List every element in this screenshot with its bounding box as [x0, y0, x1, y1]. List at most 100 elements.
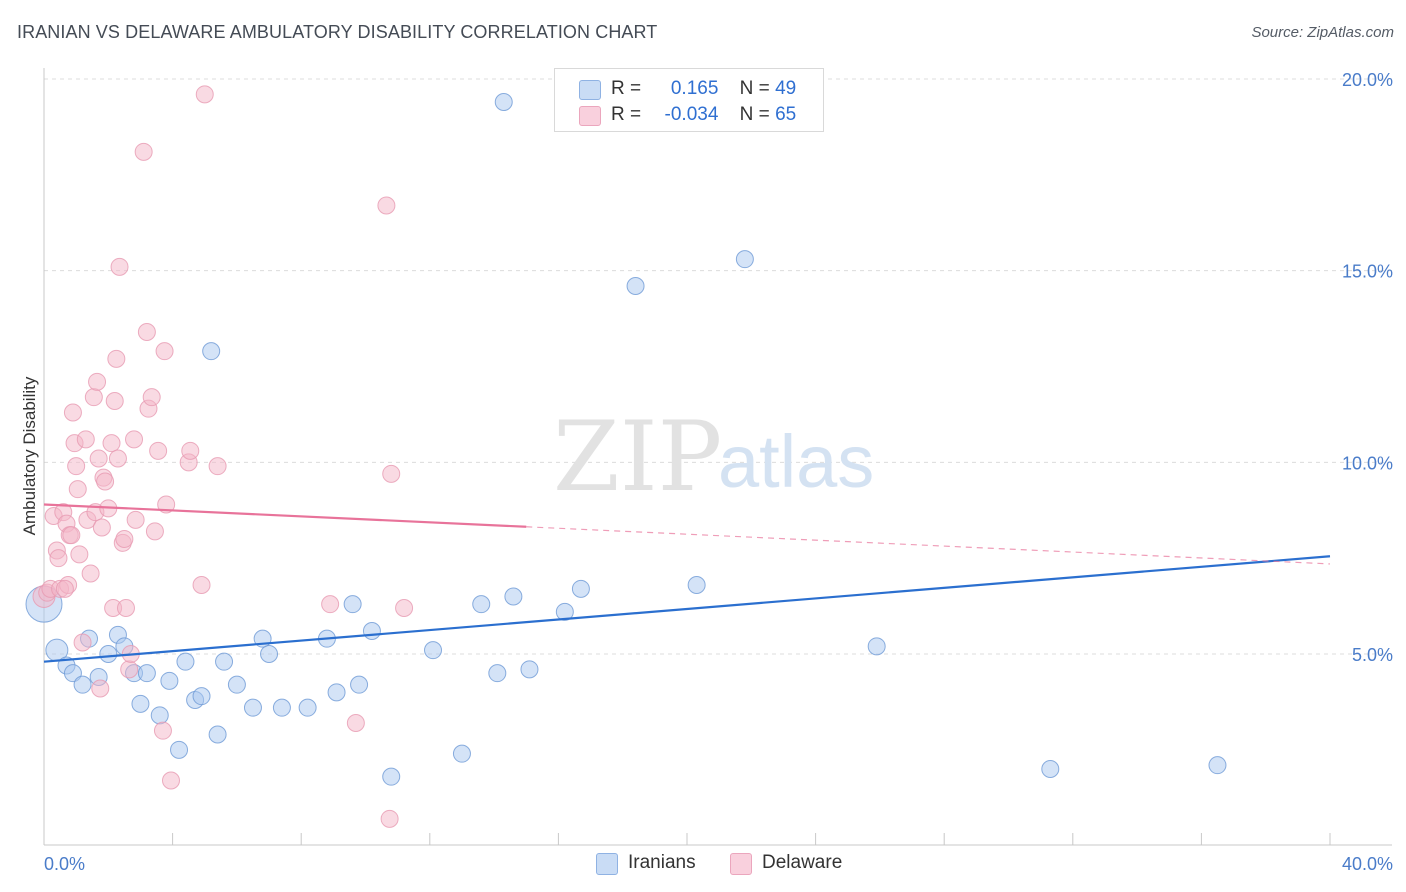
y-tick-label: 10.0% — [1342, 453, 1393, 473]
chart-title: IRANIAN VS DELAWARE AMBULATORY DISABILIT… — [17, 22, 658, 42]
stats-legend: R = 0.165 N = 49 R = -0.034 N = 65 — [554, 68, 824, 132]
point-iranians — [687, 576, 706, 594]
y-tick-label: 5.0% — [1352, 645, 1393, 665]
tick-labels: 5.0% 10.0% 15.0% 20.0% 0.0% 40.0% — [44, 70, 1393, 874]
point-delaware — [115, 530, 134, 548]
point-iranians — [472, 595, 491, 614]
point-delaware — [70, 545, 89, 564]
point-delaware — [346, 714, 365, 732]
point-iranians — [494, 93, 513, 111]
point-delaware — [153, 721, 172, 740]
watermark-zip: ZIP — [553, 401, 722, 513]
source-label: Source: ZipAtlas.com — [1251, 24, 1394, 41]
point-delaware — [110, 257, 129, 276]
point-delaware — [62, 526, 81, 545]
trend-line-dashed-delaware — [526, 526, 1331, 565]
point-iranians — [260, 645, 279, 663]
point-delaware — [380, 809, 399, 828]
point-delaware — [120, 660, 139, 679]
point-delaware — [208, 457, 227, 476]
point-iranians — [867, 637, 886, 656]
point-delaware — [137, 323, 156, 341]
point-iranians — [504, 587, 523, 606]
r-label: R = — [611, 104, 642, 125]
bottom-swatch-delaware — [730, 853, 752, 875]
x-tick-label: 40.0% — [1342, 854, 1393, 874]
point-iranians — [1041, 760, 1060, 778]
n-label: N = — [739, 104, 770, 125]
point-delaware — [76, 430, 95, 449]
legend-swatch-iranians — [579, 80, 601, 100]
point-delaware — [126, 510, 145, 529]
n-value-iranians: 49 — [775, 78, 797, 99]
point-delaware — [134, 142, 153, 161]
y-tick-label: 15.0% — [1342, 262, 1393, 282]
point-delaware — [395, 599, 414, 617]
point-delaware — [84, 388, 103, 407]
point-iranians — [327, 683, 346, 702]
point-delaware — [55, 579, 74, 598]
point-iranians — [160, 671, 179, 690]
n-value-delaware: 65 — [775, 104, 797, 125]
y-axis-label: Ambulatory Disability — [20, 376, 39, 535]
point-iranians — [362, 622, 381, 640]
point-iranians — [170, 740, 189, 759]
bottom-label-delaware: Delaware — [762, 852, 843, 873]
bottom-swatch-iranians — [596, 853, 618, 875]
point-iranians — [63, 664, 82, 683]
point-delaware — [155, 342, 174, 361]
r-value-iranians: 0.165 — [670, 78, 719, 99]
axes — [43, 68, 1392, 846]
point-delaware — [377, 196, 396, 215]
point-iranians — [131, 694, 150, 713]
bottom-label-iranians: Iranians — [628, 852, 696, 873]
legend-swatch-delaware — [579, 106, 601, 126]
point-iranians — [137, 664, 156, 683]
point-delaware — [161, 771, 180, 790]
point-iranians — [571, 579, 590, 598]
point-iranians — [488, 664, 507, 683]
point-delaware — [91, 679, 110, 698]
point-delaware — [63, 403, 82, 422]
point-iranians — [99, 645, 118, 663]
point-iranians — [272, 698, 291, 717]
point-delaware — [102, 434, 121, 453]
point-delaware — [88, 372, 107, 391]
point-delaware — [92, 518, 111, 537]
point-iranians — [73, 675, 92, 694]
point-delaware — [49, 549, 68, 568]
watermark-atlas: atlas — [718, 420, 874, 503]
point-delaware — [73, 633, 92, 652]
point-iranians — [298, 698, 317, 717]
r-label: R = — [611, 78, 642, 99]
r-value-delaware: -0.034 — [664, 104, 719, 125]
point-iranians — [735, 250, 754, 269]
point-iranians — [424, 641, 443, 660]
point-delaware — [142, 388, 161, 407]
point-iranians — [202, 342, 221, 361]
point-delaware — [107, 349, 126, 368]
point-iranians — [243, 698, 262, 717]
point-delaware — [145, 522, 164, 541]
point-delaware — [68, 480, 87, 499]
point-iranians — [452, 744, 471, 763]
point-delaware — [195, 85, 214, 104]
point-delaware — [149, 441, 168, 460]
point-delaware — [192, 576, 211, 594]
y-tick-label: 20.0% — [1342, 70, 1393, 90]
x-tick-label: 0.0% — [44, 854, 85, 874]
point-iranians — [350, 675, 369, 694]
point-iranians — [343, 595, 362, 614]
trend-line-delaware — [43, 503, 527, 528]
point-iranians — [227, 675, 246, 694]
point-iranians — [555, 602, 574, 621]
point-delaware — [96, 472, 115, 491]
point-delaware — [382, 464, 401, 483]
point-delaware — [157, 495, 176, 514]
point-delaware — [105, 392, 124, 410]
point-delaware — [125, 430, 144, 449]
point-delaware — [108, 449, 127, 468]
watermark: ZIP atlas — [553, 401, 874, 513]
point-iranians — [192, 687, 211, 706]
